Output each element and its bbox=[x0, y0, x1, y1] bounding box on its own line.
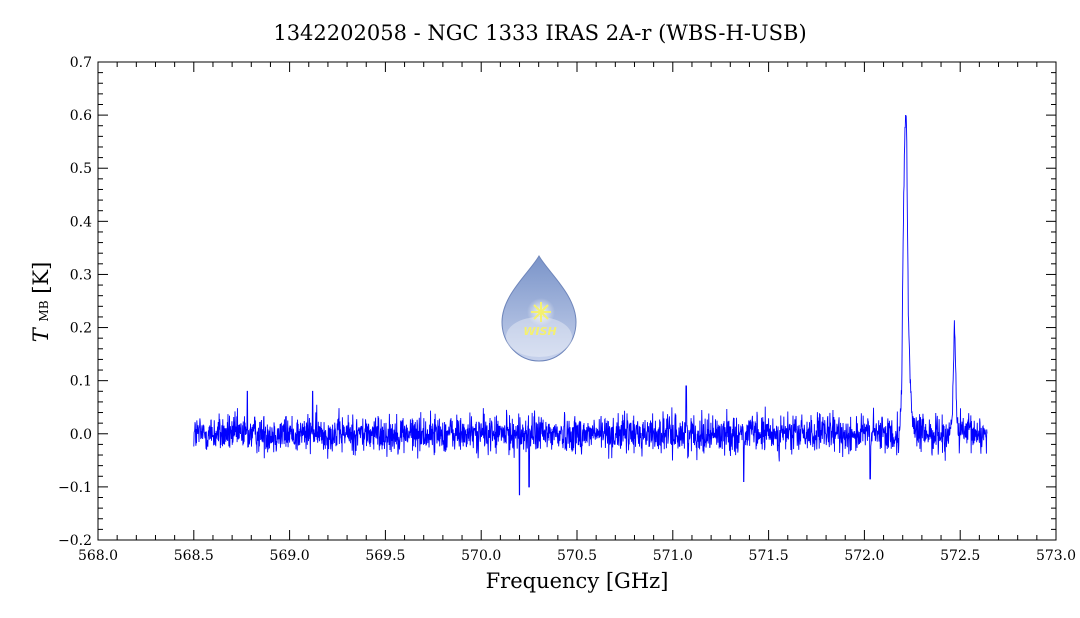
series-group bbox=[193, 114, 988, 496]
y-tick-label: 0.7 bbox=[70, 55, 92, 71]
y-tick-label: 0.1 bbox=[70, 374, 92, 390]
y-tick-label: −0.1 bbox=[58, 480, 92, 496]
y-axis-label: T MB [K] bbox=[29, 262, 53, 343]
y-tick-label: 0.0 bbox=[70, 427, 92, 443]
y-tick-label: 0.5 bbox=[70, 161, 92, 177]
x-tick-label: 572.0 bbox=[844, 548, 884, 564]
y-axis-label-unit: [K] bbox=[29, 262, 53, 294]
y-axis-label-subscript: MB bbox=[37, 300, 51, 321]
droplet-highlight bbox=[506, 317, 572, 357]
y-tick-label: 0.2 bbox=[70, 321, 92, 337]
axis-ticks bbox=[97, 61, 1057, 541]
plot-frame bbox=[97, 61, 1057, 541]
x-tick-label: 570.0 bbox=[461, 548, 501, 564]
x-tick-label: 572.5 bbox=[940, 548, 980, 564]
x-tick-label: 571.0 bbox=[653, 548, 693, 564]
x-tick-label: 568.5 bbox=[174, 548, 214, 564]
x-tick-label: 573.0 bbox=[1036, 548, 1076, 564]
x-tick-label: 569.0 bbox=[270, 548, 310, 564]
wish-logo-text: WISH bbox=[523, 325, 556, 338]
x-tick-label: 571.5 bbox=[749, 548, 789, 564]
wish-logo-watermark: WISH bbox=[501, 254, 577, 362]
x-tick-label: 570.5 bbox=[557, 548, 597, 564]
spectrum-line bbox=[193, 114, 988, 496]
star-icon bbox=[531, 302, 551, 322]
y-tick-label: −0.2 bbox=[58, 533, 92, 549]
y-tick-label: 0.4 bbox=[70, 214, 92, 230]
y-tick-label: 0.6 bbox=[70, 108, 92, 124]
y-axis-label-group: T MB [K] bbox=[29, 262, 53, 343]
x-axis-label: Frequency [GHz] bbox=[486, 569, 669, 593]
y-axis-label-symbol: T bbox=[29, 326, 53, 342]
axis-tick-labels: 568.0 568.5 569.0 569.5 570.0 570.5 571.0 571.5… bbox=[58, 55, 1076, 564]
x-tick-label: 569.5 bbox=[365, 548, 405, 564]
chart-title: 1342202058 - NGC 1333 IRAS 2A-r (WBS-H-U… bbox=[273, 21, 806, 45]
y-tick-label: 0.3 bbox=[70, 267, 92, 283]
x-tick-label: 568.0 bbox=[78, 548, 118, 564]
